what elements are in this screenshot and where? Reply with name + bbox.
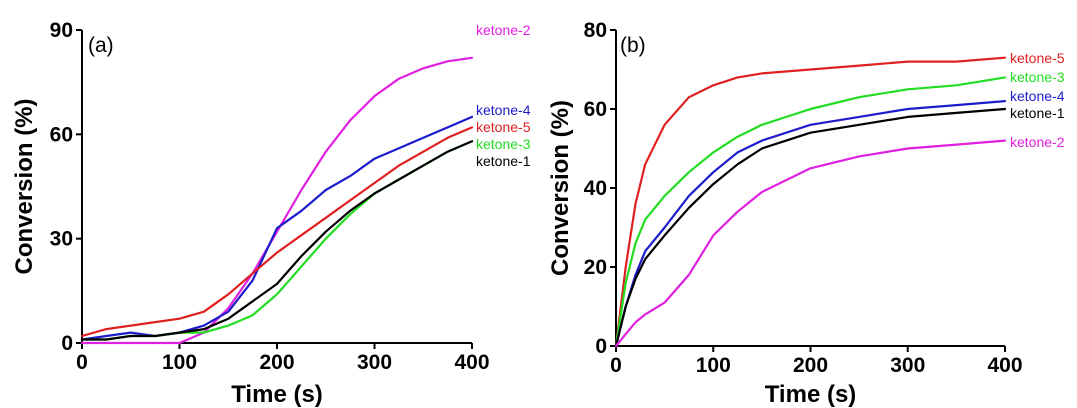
y-tick-label: 20 xyxy=(584,256,607,279)
panel-a: 0 30 60 90 0 100 200 300 400 Time (s) Conversion (… xyxy=(11,19,531,408)
x-tick-label: 400 xyxy=(454,351,489,374)
series-label-ketone-5: ketone-5 xyxy=(1010,50,1065,66)
series-label-ketone-1: ketone-1 xyxy=(476,153,531,169)
x-tick-label: 100 xyxy=(696,354,731,377)
x-axis-title: Time (s) xyxy=(765,381,857,408)
series-label-ketone-4: ketone-4 xyxy=(1010,88,1065,104)
y-axis-title: Conversion (%) xyxy=(547,100,574,276)
y-tick-label: 60 xyxy=(584,98,607,121)
series-line-ketone-3 xyxy=(614,76,1007,348)
series-line-ketone-4 xyxy=(614,100,1007,348)
axes-a xyxy=(81,30,472,344)
series-label-ketone-2: ketone-2 xyxy=(1010,134,1065,150)
series-label-ketone-5: ketone-5 xyxy=(476,119,531,135)
x-tick-label: 300 xyxy=(890,354,925,377)
series-line-ketone-2 xyxy=(80,56,474,345)
series-line-ketone-5 xyxy=(80,126,474,338)
y-tick-label: 0 xyxy=(595,335,607,358)
series-line-ketone-1 xyxy=(80,140,474,341)
panel-label: (a) xyxy=(88,34,114,57)
y-tick-label: 40 xyxy=(584,177,607,200)
x-tick-label: 0 xyxy=(610,354,622,377)
series-label-ketone-3: ketone-3 xyxy=(1010,69,1065,85)
y-axis-title: Conversion (%) xyxy=(11,98,38,274)
x-tick-label: 0 xyxy=(76,351,88,374)
series-line-ketone-4 xyxy=(80,115,474,341)
y-tick-label: 80 xyxy=(584,19,607,42)
axes-b xyxy=(615,30,1005,347)
y-tick-label: 60 xyxy=(50,123,73,146)
series-label-ketone-3: ketone-3 xyxy=(476,136,531,152)
series-label-ketone-4: ketone-4 xyxy=(476,102,531,118)
x-tick-label: 400 xyxy=(987,354,1022,377)
y-tick-label: 90 xyxy=(50,19,73,42)
series-line-ketone-1 xyxy=(614,107,1007,348)
panel-b: 0 20 40 60 80 0 100 200 300 400 Time (s) Conversion… xyxy=(547,19,1065,408)
x-tick-label: 200 xyxy=(259,351,294,374)
y-tick-label: 0 xyxy=(61,332,73,355)
x-tick-label: 100 xyxy=(162,351,197,374)
series-line-ketone-5 xyxy=(614,56,1007,348)
series-line-ketone-2 xyxy=(614,139,1007,348)
panel-label: (b) xyxy=(620,34,646,57)
series-label-ketone-2: ketone-2 xyxy=(476,22,531,38)
x-tick-label: 300 xyxy=(357,351,392,374)
y-tick-label: 30 xyxy=(50,228,73,251)
x-axis-title: Time (s) xyxy=(231,381,323,408)
series-label-ketone-1: ketone-1 xyxy=(1010,105,1065,121)
x-tick-label: 200 xyxy=(793,354,828,377)
